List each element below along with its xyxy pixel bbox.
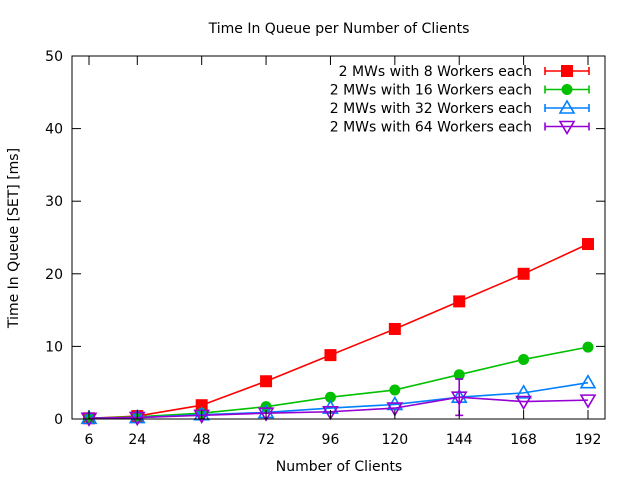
data-point: [453, 295, 466, 308]
data-point: [579, 374, 597, 389]
data-point: [582, 341, 594, 353]
data-point: [582, 238, 594, 251]
plot-frame: [71, 55, 606, 420]
x-tick-label: 120: [381, 432, 408, 448]
x-tick-label: 48: [193, 432, 211, 448]
legend-label: 2 MWs with 16 Workers each: [330, 83, 532, 99]
x-tick-label: 72: [257, 432, 275, 448]
data-point: [195, 399, 208, 412]
data-point: [389, 384, 401, 396]
legend-item-1: 2 MWs with 8 Workers each: [339, 64, 590, 80]
data-point: [453, 369, 465, 381]
legend-label: 2 MWs with 32 Workers each: [330, 101, 532, 117]
legend-label: 2 MWs with 64 Workers each: [330, 120, 532, 136]
legend: 2 MWs with 8 Workers each 2 MWs with 16 W…: [330, 64, 590, 136]
data-point: [257, 407, 275, 422]
data-point: [450, 391, 468, 406]
data-point: [80, 409, 98, 425]
data-point: [128, 408, 146, 424]
x-tick-label: 6: [85, 432, 94, 448]
legend-item-2: 2 MWs with 16 Workers each: [330, 83, 590, 99]
y-tick-label: 0: [54, 412, 63, 428]
data-point: [386, 402, 404, 417]
data-point: [579, 394, 597, 409]
y-tick-label: 50: [45, 49, 63, 65]
series-4: [80, 378, 597, 427]
data-point: [518, 353, 530, 365]
data-point: [515, 395, 533, 411]
data-point: [193, 406, 211, 421]
data-point: [517, 267, 530, 280]
legend-marker: [558, 99, 576, 114]
legend-item-3: 2 MWs with 32 Workers each: [330, 99, 590, 117]
data-point: [515, 384, 533, 399]
x-tick-label: 192: [575, 432, 602, 448]
legend-item-4: 2 MWs with 64 Workers each: [330, 120, 590, 136]
chart-title: Time In Queue per Number of Clients: [208, 21, 470, 37]
series-1: [83, 238, 594, 425]
x-tick-label: 96: [322, 432, 340, 448]
x-tick-label: 24: [128, 432, 146, 448]
x-tick-label: 168: [510, 432, 537, 448]
plot-area: [80, 238, 597, 427]
series-line: [88, 243, 589, 420]
data-point: [260, 375, 273, 388]
y-tick-label: 40: [45, 122, 63, 138]
legend-marker: [558, 120, 576, 136]
y-tick-label: 20: [45, 267, 63, 283]
data-point: [324, 349, 337, 362]
legend-label: 2 MWs with 8 Workers each: [339, 64, 532, 80]
x-axis-title: Number of Clients: [276, 459, 402, 475]
y-tick-label: 30: [45, 194, 63, 210]
y-axis-title: Time In Queue [SET] [ms]: [6, 148, 22, 329]
axes: 0 10 20 30 40 50 6 24 48 72 96 120 144 168 192: [45, 49, 606, 448]
legend-marker: [561, 65, 573, 77]
y-tick-label: 10: [45, 339, 63, 355]
x-tick-label: 144: [446, 432, 473, 448]
data-point: [322, 405, 339, 421]
data-point: [388, 322, 401, 335]
legend-marker: [561, 84, 573, 95]
data-point: [324, 391, 336, 403]
